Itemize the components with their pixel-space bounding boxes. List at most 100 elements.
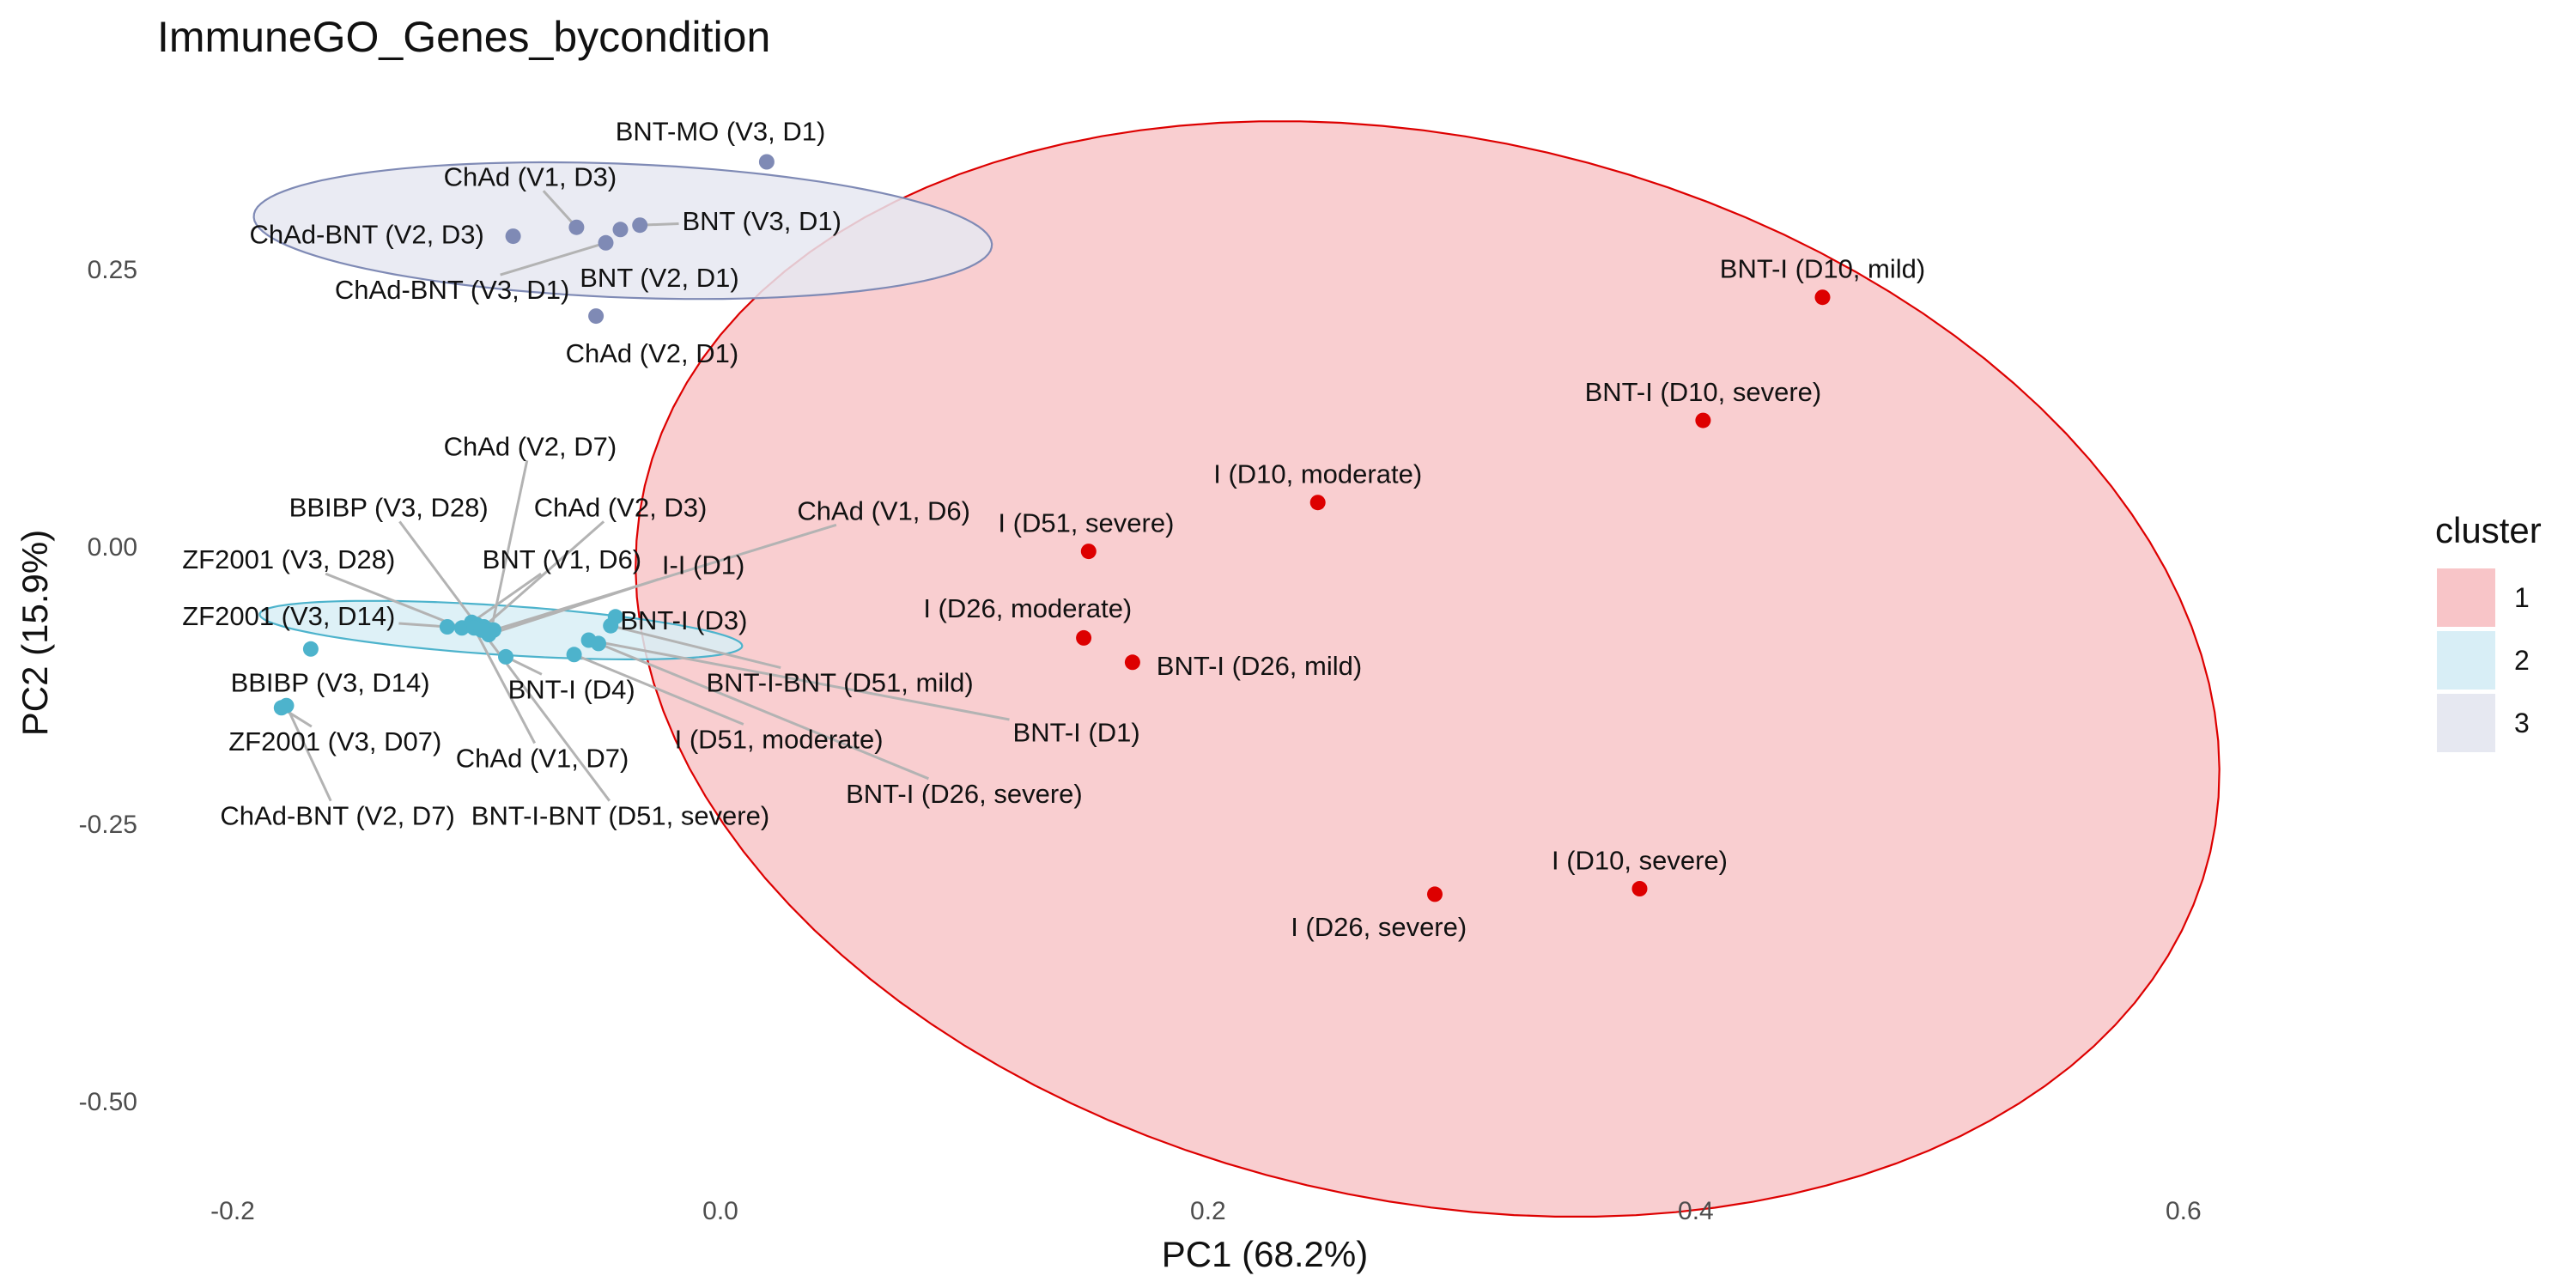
data-point: [588, 308, 605, 325]
y-axis-ticks: 0.25 0.00 -0.25 -0.50: [79, 256, 137, 1116]
point-label: BNT-I (D3): [620, 605, 747, 635]
data-point: [758, 154, 775, 170]
label-connector: [398, 622, 448, 629]
cluster-1-ellipse: [635, 120, 2221, 1218]
point-label: BBIBP (V3, D28): [289, 492, 489, 522]
point-label: ChAd-BNT (V2, D3): [250, 220, 484, 250]
point-label: BBIBP (V3, D14): [231, 668, 430, 698]
data-point: [1076, 629, 1092, 646]
y-tick-label: 0.25: [88, 256, 137, 284]
point-label: ChAd (V2, D3): [534, 492, 708, 522]
data-point: [598, 234, 614, 251]
data-point: [302, 641, 319, 657]
point-label: ZF2001 (V3, D07): [228, 726, 441, 756]
y-axis-label: PC2 (15.9%): [15, 530, 55, 736]
point-label: ChAd (V2, D1): [566, 338, 739, 368]
point-label: BNT-I-BNT (D51, mild): [707, 668, 974, 698]
point-label: BNT-I (D26, severe): [846, 779, 1083, 809]
point-label: ChAd-BNT (V3, D1): [335, 275, 569, 305]
x-tick-label: -0.2: [210, 1197, 255, 1225]
y-tick-label: -0.50: [79, 1088, 137, 1116]
legend-label: 2: [2514, 645, 2530, 676]
label-connectors: [281, 190, 1010, 802]
point-label: BNT-I-BNT (D51, severe): [471, 801, 769, 831]
data-point: [1631, 881, 1648, 896]
label-connector: [398, 520, 478, 626]
label-connector: [493, 523, 837, 632]
data-point: [566, 647, 582, 663]
legend-key-cluster-2: [2437, 631, 2495, 690]
point-label: ChAd (V2, D7): [444, 431, 617, 461]
data-point: [1814, 289, 1831, 306]
point-label: ChAd (V1, D3): [444, 161, 617, 191]
chart-title: ImmuneGO_Genes_bycondition: [157, 13, 770, 61]
point-label: ChAd (V1, D7): [456, 744, 629, 774]
point-label: BNT (V3, D1): [682, 206, 841, 236]
label-connector: [598, 642, 929, 781]
x-tick-label: 0.6: [2166, 1197, 2202, 1225]
data-point: [591, 635, 606, 652]
point-label: BNT-I (D10, mild): [1720, 254, 1925, 284]
data-point: [1309, 495, 1326, 511]
point-label: ZF2001 (V3, D14): [182, 601, 395, 631]
x-axis-label: PC1 (68.2%): [1162, 1234, 1368, 1274]
point-label: ChAd-BNT (V2, D7): [220, 801, 454, 831]
x-tick-label: 0.2: [1190, 1197, 1226, 1225]
data-point: [439, 619, 455, 635]
data-points: [273, 154, 1831, 902]
legend-key-cluster-3: [2437, 694, 2495, 752]
point-label: ChAd (V1, D6): [797, 495, 970, 526]
point-label: BNT-I (D1): [1013, 718, 1140, 748]
label-connector: [574, 653, 744, 726]
data-point: [505, 228, 521, 245]
legend: cluster 1 2 3: [2435, 510, 2542, 752]
label-connector: [285, 705, 332, 802]
x-tick-label: 0.4: [1678, 1197, 1714, 1225]
point-label: I (D51, severe): [998, 508, 1174, 538]
point-label: BNT (V2, D1): [580, 263, 738, 293]
data-point: [498, 648, 513, 665]
data-point: [632, 217, 648, 234]
point-label: I (D51, moderate): [675, 725, 884, 755]
point-label: BNT-I (D10, severe): [1585, 377, 1822, 407]
data-point: [473, 622, 489, 638]
label-connector: [542, 190, 578, 228]
point-label: BNT-I (D26, mild): [1157, 651, 1362, 681]
point-label: I (D26, moderate): [923, 593, 1132, 623]
legend-title: cluster: [2435, 510, 2542, 550]
legend-label: 1: [2514, 582, 2530, 613]
data-point: [1124, 654, 1140, 671]
data-point: [278, 697, 295, 714]
point-label: BNT (V1, D6): [483, 544, 641, 574]
point-label: I (D10, moderate): [1213, 459, 1422, 489]
data-point: [1695, 412, 1711, 428]
point-label: I (D10, severe): [1552, 845, 1728, 875]
label-connector: [610, 624, 781, 670]
point-label: I (D26, severe): [1291, 912, 1467, 942]
y-tick-label: -0.25: [79, 811, 137, 839]
label-connector: [472, 627, 537, 744]
point-label: ZF2001 (V3, D28): [182, 544, 395, 574]
data-point: [568, 219, 585, 235]
legend-key-cluster-1: [2437, 568, 2495, 627]
data-point: [603, 617, 619, 634]
data-point: [1427, 886, 1443, 902]
data-point: [1080, 544, 1097, 560]
label-connector: [489, 459, 529, 631]
y-tick-label: 0.00: [88, 533, 137, 562]
point-label: BNT-I (D4): [508, 674, 635, 704]
x-axis-ticks: -0.2 0.0 0.2 0.4 0.6: [210, 1197, 2202, 1225]
x-tick-label: 0.0: [702, 1197, 738, 1225]
label-connector: [500, 241, 606, 276]
point-label: BNT-MO (V3, D1): [616, 116, 826, 146]
legend-label: 3: [2514, 708, 2530, 738]
label-connector: [488, 578, 659, 636]
cluster-ellipses: [252, 120, 2221, 1218]
point-labels: BNT-MO (V3, D1) ChAd (V1, D3) ChAd-BNT (V2…: [182, 116, 1925, 942]
label-connector: [483, 520, 605, 629]
data-point: [612, 222, 629, 238]
label-connector: [325, 572, 463, 629]
label-connector: [588, 639, 1010, 721]
point-label: I-I (D1): [662, 550, 744, 580]
